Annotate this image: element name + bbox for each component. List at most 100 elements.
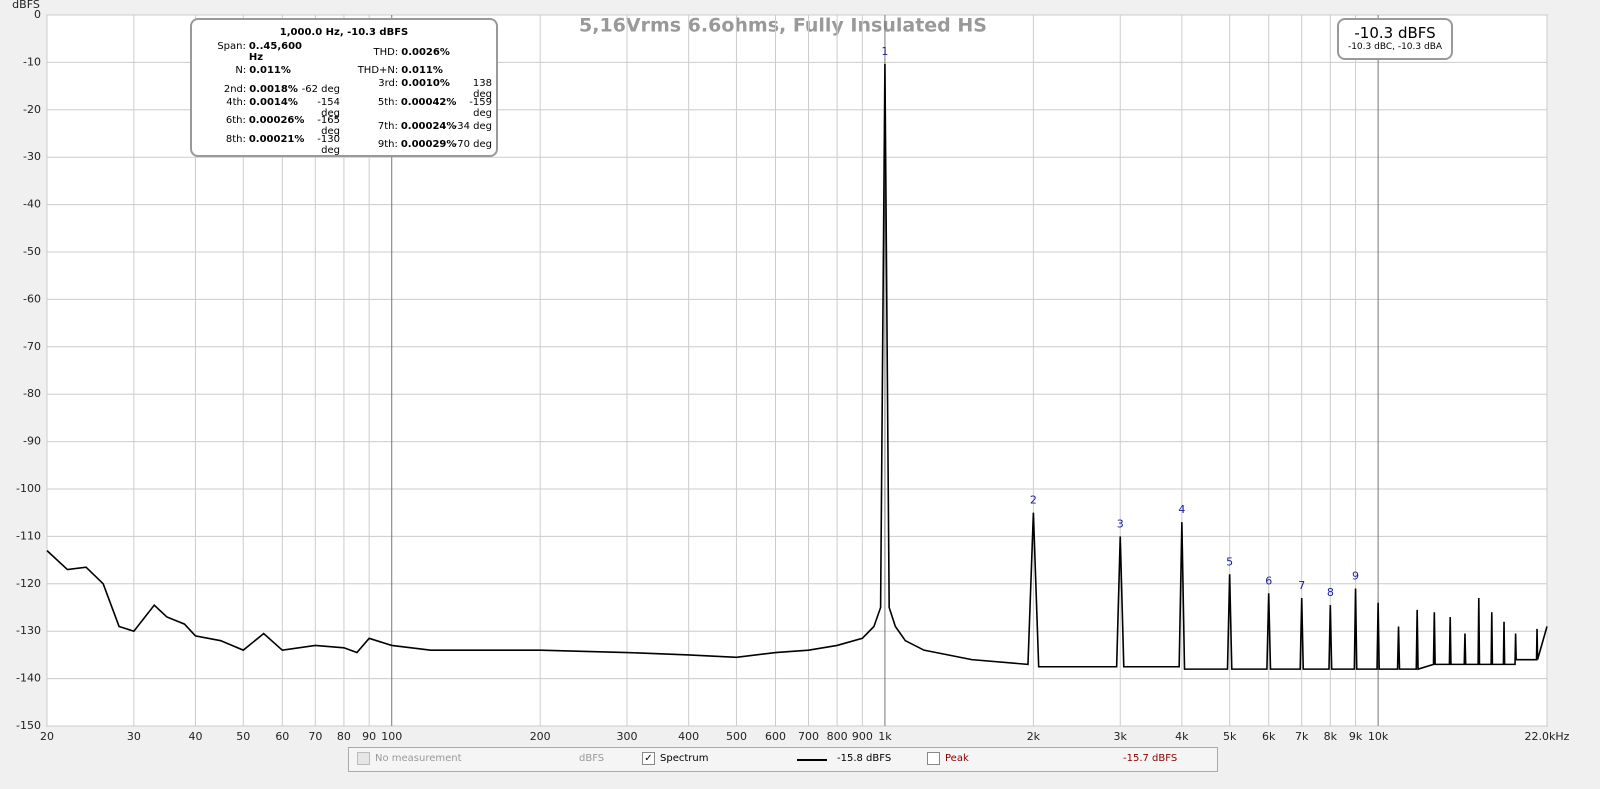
x-tick-label: 800 (827, 730, 848, 743)
x-tick-label: 5k (1223, 730, 1237, 743)
x-tick-label: 4k (1175, 730, 1189, 743)
x-tick-label: 3k (1114, 730, 1128, 743)
x-tick-label: 600 (765, 730, 786, 743)
info-label: N: (235, 65, 247, 77)
level-box: -10.3 dBFS -10.3 dBC, -10.3 dBA (1337, 18, 1453, 60)
legend-level: -15.8 dBFS (837, 753, 892, 764)
info-value: 0.0010% (401, 78, 450, 90)
x-tick-label: 7k (1295, 730, 1309, 743)
x-tick-label: 60 (275, 730, 289, 743)
x-tick-label: 10k (1368, 730, 1389, 743)
info-value: 0.011% (249, 65, 291, 77)
info-phase (453, 65, 496, 76)
info-value: 0.0014% (249, 96, 298, 108)
level-main: -10.3 dBFS (1354, 24, 1436, 42)
info-cell: 6th: 0.00026% -165 deg (192, 115, 344, 137)
info-value: 0.00026% (248, 115, 305, 127)
harmonic-label: 9 (1352, 570, 1359, 583)
info-box: 1,000.0 Hz, -10.3 dBFS Span: 0..45,600 Hz… (190, 18, 498, 157)
unit: dBFS (579, 753, 605, 764)
legend-level: -15.7 dBFS (1123, 753, 1178, 764)
info-label: 9th: (377, 139, 398, 151)
info-cell: 4th: 0.0014% -154 deg (192, 97, 344, 119)
info-label: Span: (217, 41, 246, 53)
measurement: No measurement (375, 753, 462, 764)
info-cell: THD: 0.0026% (344, 47, 496, 58)
x-tick-label: 20 (40, 730, 54, 743)
info-row: 6th: 0.00026% -165 deg 7th: 0.00024% -34 deg (192, 115, 496, 137)
y-tick-label: -70 (23, 340, 41, 353)
x-tick-label: 400 (678, 730, 699, 743)
harmonic-label: 5 (1226, 555, 1233, 568)
x-tick-label: 300 (617, 730, 638, 743)
y-tick-label: -50 (23, 245, 41, 258)
spectrum-line (46, 63, 1548, 671)
info-row: 2nd: 0.0018% -62 deg 3rd: 0.0010% 138 deg (192, 78, 496, 100)
x-tick-label: 30 (127, 730, 141, 743)
info-phase: 138 deg (472, 78, 492, 101)
x-tick-label: 100 (381, 730, 402, 743)
harmonic-label: 1 (881, 45, 888, 58)
info-value: 0.0018% (249, 83, 298, 95)
y-tick-label: -30 (23, 150, 41, 163)
y-tick-label: -60 (23, 292, 41, 305)
info-row: 8th: 0.00021% -130 deg 9th: 0.00029% -70 deg (192, 134, 496, 156)
harmonic-label: 4 (1178, 503, 1185, 516)
y-axis-label: dBFS (12, 0, 40, 11)
x-tick-label: 70 (308, 730, 322, 743)
x-tick-label: 200 (530, 730, 551, 743)
harmonic-label: 8 (1327, 586, 1334, 599)
info-phase: -159 deg (469, 96, 492, 119)
info-label: 3rd: (378, 78, 399, 90)
info-label: 8th: (225, 133, 246, 145)
x-tick-label: 80 (337, 730, 351, 743)
x-tick-label: 6k (1262, 730, 1276, 743)
info-label: 7th: (377, 120, 398, 132)
harmonic-label: 7 (1298, 579, 1305, 592)
info-phase: -130 deg (317, 133, 340, 156)
info-value: 0.0026% (401, 46, 450, 58)
y-tick-label: -130 (16, 624, 41, 637)
info-value: 0.00024% (400, 120, 457, 132)
y-tick-label: -120 (16, 577, 41, 590)
y-tick-label: -10 (23, 55, 41, 68)
legend-bar: No measurement dBFS ✓ Spectrum -15.8 dBF… (348, 747, 1218, 772)
checkbox[interactable]: ✓ (642, 752, 655, 765)
info-label: 4th: (226, 96, 247, 108)
info-cell: N: 0.011% (192, 65, 344, 76)
harmonic-label: 6 (1265, 574, 1272, 587)
info-phase: -70 deg (453, 139, 492, 151)
info-cell: Span: 0..45,600 Hz (192, 41, 344, 63)
x-tick-label: 9k (1349, 730, 1363, 743)
info-cell: 2nd: 0.0018% -62 deg (192, 84, 344, 95)
checkbox[interactable] (357, 752, 370, 765)
info-phase: -165 deg (317, 115, 340, 138)
harmonic-label: 3 (1117, 517, 1124, 530)
info-cell: 5th: 0.00042% -159 deg (344, 97, 496, 119)
info-row: N: 0.011% THD+N: 0.011% (192, 62, 496, 81)
y-tick-label: 0 (34, 8, 41, 21)
info-cell: 9th: 0.00029% -70 deg (344, 139, 496, 150)
info-row: Span: 0..45,600 Hz THD: 0.0026% (192, 41, 496, 63)
x-tick-label: 90 (362, 730, 376, 743)
info-cell: 8th: 0.00021% -130 deg (192, 134, 344, 156)
info-label: 2nd: (223, 83, 247, 95)
x-tick-label: 700 (798, 730, 819, 743)
info-value: 0..45,600 Hz (248, 41, 302, 64)
info-label: 6th: (225, 115, 246, 127)
y-tick-label: -80 (23, 387, 41, 400)
x-tick-label: 22.0kHz (1525, 730, 1570, 743)
x-tick-label: 8k (1324, 730, 1338, 743)
info-cell: 3rd: 0.0010% 138 deg (344, 78, 496, 100)
info-cell: 7th: 0.00024% -34 deg (344, 121, 496, 132)
info-phase (301, 41, 344, 63)
x-tick-label: 900 (852, 730, 873, 743)
chart-title: 5,16Vrms 6.6ohms, Fully Insulated HS (579, 15, 987, 37)
checkbox[interactable] (927, 752, 940, 765)
harmonic-label: 2 (1030, 494, 1037, 507)
info-label: 5th: (377, 96, 398, 108)
y-tick-label: -100 (16, 482, 41, 495)
legend-entry: Spectrum (660, 753, 709, 764)
x-tick-label: 500 (726, 730, 747, 743)
